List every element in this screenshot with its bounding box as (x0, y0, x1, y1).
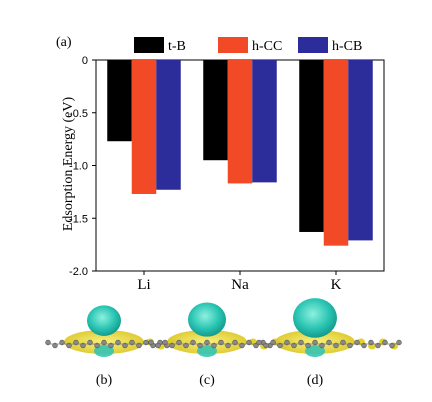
structure-d: (d) (256, 298, 402, 388)
bar-t-b-li (107, 60, 132, 142)
bar-h-cb-li (156, 60, 181, 190)
legend-swatch-h-cc (218, 37, 248, 53)
bar-h-cc-k (323, 60, 349, 246)
y-tick-label: -0.5 (69, 108, 88, 120)
legend-label-h-cb: h-CB (332, 39, 362, 54)
bar-t-b-na (203, 60, 228, 161)
legend-swatch-h-cb (298, 37, 328, 53)
x-axis-labels: Li Na K (137, 271, 342, 293)
legend-label-h-cc: h-CC (252, 39, 282, 54)
x-tick-label: Li (137, 277, 150, 293)
y-tick-label: -2.0 (69, 266, 88, 278)
bar-h-cb-k (348, 60, 373, 241)
x-tick-label: Na (231, 277, 249, 293)
legend-label-t-b: t-B (168, 39, 186, 54)
legend: t-B h-CC h-CB (134, 37, 362, 54)
bar-h-cb-na (252, 60, 277, 183)
plot-area: 0 -0.5 -1.0 -1.5 -2.0 Li Na K (69, 55, 385, 293)
bar-h-cc-li (131, 60, 157, 194)
structure-b: (b) (45, 305, 191, 388)
bars (107, 60, 373, 246)
panel-label-a: (a) (56, 35, 72, 50)
y-tick-label: -1.0 (69, 161, 88, 173)
bar-h-cc-na (227, 60, 253, 184)
y-axis-ticks: 0 -0.5 -1.0 -1.5 -2.0 (69, 55, 96, 278)
structure-label: (c) (199, 373, 215, 388)
y-axis-title: Edsorption Energy (eV) (61, 97, 76, 232)
structure-label: (d) (307, 373, 324, 388)
structure-insets: (b) (c) (d) (45, 298, 402, 388)
structure-c: (c) (148, 302, 294, 388)
y-tick-label: -1.5 (69, 213, 88, 225)
legend-swatch-t-b (134, 37, 164, 53)
bar-t-b-k (299, 60, 324, 232)
structure-label: (b) (96, 373, 113, 388)
x-tick-label: K (331, 277, 342, 293)
y-tick-label: 0 (82, 55, 88, 67)
